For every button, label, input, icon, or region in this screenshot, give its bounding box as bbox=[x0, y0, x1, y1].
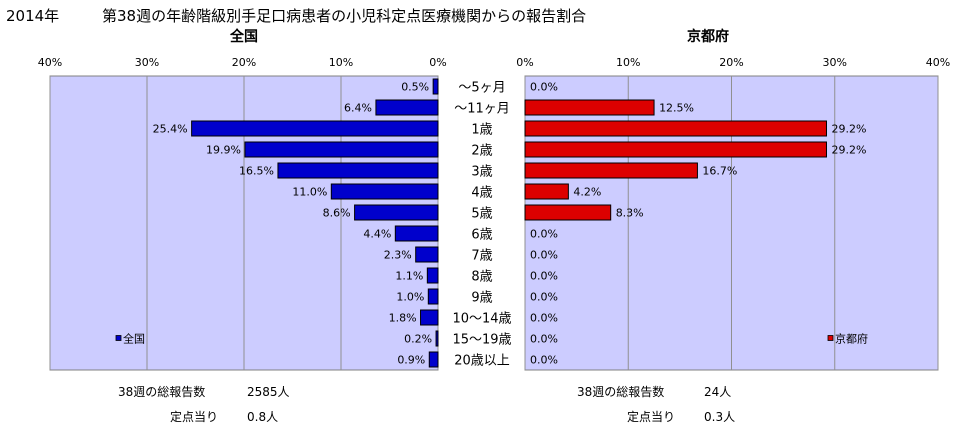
bar-0-6 bbox=[354, 204, 439, 221]
kyoto-total-value: 24人 bbox=[704, 385, 732, 399]
value-label-0-13: 0.9% bbox=[397, 354, 425, 367]
value-label-1-3: 29.2% bbox=[831, 144, 866, 157]
value-label-1-5: 4.2% bbox=[573, 186, 601, 199]
category-label-11: 10～14歳 bbox=[452, 312, 511, 327]
value-label-0-5: 11.0% bbox=[292, 186, 327, 199]
bar-1-1 bbox=[524, 99, 655, 116]
national-per-label: 定点当り bbox=[170, 410, 219, 424]
bar-0-7 bbox=[394, 225, 439, 242]
panel-title-0: 全国 bbox=[229, 28, 258, 45]
tick-label-0-0: 0% bbox=[429, 56, 446, 69]
year-label: 2014年 bbox=[6, 7, 59, 25]
tick-label-1-2: 20% bbox=[719, 56, 743, 69]
category-label-5: 4歳 bbox=[471, 186, 492, 201]
value-label-1-6: 8.3% bbox=[616, 207, 644, 220]
value-label-0-7: 4.4% bbox=[363, 228, 391, 241]
tick-label-0-2: 20% bbox=[232, 56, 256, 69]
kyoto-per-label: 定点当り bbox=[627, 410, 676, 424]
bar-0-5 bbox=[330, 183, 439, 200]
category-label-9: 8歳 bbox=[471, 270, 492, 285]
bar-0-0 bbox=[432, 78, 439, 95]
value-label-1-10: 0.0% bbox=[530, 291, 558, 304]
value-label-0-12: 0.2% bbox=[404, 333, 432, 346]
category-label-8: 7歳 bbox=[471, 249, 492, 264]
bar-1-6 bbox=[524, 204, 612, 221]
bar-0-11 bbox=[420, 309, 439, 326]
value-label-1-0: 0.0% bbox=[530, 81, 558, 94]
value-label-1-12: 0.0% bbox=[530, 333, 558, 346]
category-label-10: 9歳 bbox=[471, 291, 492, 306]
bar-0-12 bbox=[435, 330, 439, 347]
bar-1-4 bbox=[524, 162, 698, 179]
value-label-1-7: 0.0% bbox=[530, 228, 558, 241]
value-label-0-4: 16.5% bbox=[239, 165, 274, 178]
bar-0-13 bbox=[428, 351, 439, 368]
value-label-0-8: 2.3% bbox=[384, 249, 412, 262]
bar-0-3 bbox=[244, 141, 439, 158]
national-total-label: 38週の総報告数 bbox=[118, 385, 206, 399]
legend-swatch-1 bbox=[827, 335, 834, 341]
value-label-0-6: 8.6% bbox=[323, 207, 351, 220]
category-label-2: 1歳 bbox=[471, 123, 492, 138]
panel-title-1: 京都府 bbox=[687, 28, 729, 45]
category-label-3: 2歳 bbox=[471, 144, 492, 159]
bar-0-2 bbox=[191, 120, 439, 137]
tick-label-0-1: 10% bbox=[329, 56, 353, 69]
tick-label-1-1: 10% bbox=[616, 56, 640, 69]
value-label-1-1: 12.5% bbox=[659, 102, 694, 115]
value-label-1-13: 0.0% bbox=[530, 354, 558, 367]
value-label-0-10: 1.0% bbox=[396, 291, 424, 304]
value-label-1-4: 16.7% bbox=[702, 165, 737, 178]
value-label-0-0: 0.5% bbox=[401, 81, 429, 94]
value-label-0-1: 6.4% bbox=[344, 102, 372, 115]
tick-label-1-0: 0% bbox=[516, 56, 533, 69]
value-label-0-11: 1.8% bbox=[389, 312, 417, 325]
tick-label-0-3: 30% bbox=[135, 56, 159, 69]
bar-0-10 bbox=[427, 288, 439, 305]
bar-1-2 bbox=[524, 120, 827, 137]
category-label-13: 20歳以上 bbox=[454, 354, 510, 369]
category-label-1: ～11ヶ月 bbox=[454, 102, 510, 117]
value-label-1-11: 0.0% bbox=[530, 312, 558, 325]
category-label-6: 5歳 bbox=[471, 207, 492, 222]
legend-label-0: 全国 bbox=[123, 332, 145, 346]
category-label-7: 6歳 bbox=[471, 228, 492, 243]
legend-label-1: 京都府 bbox=[835, 332, 868, 346]
value-label-0-2: 25.4% bbox=[153, 123, 188, 136]
bar-1-5 bbox=[524, 183, 569, 200]
legend-swatch-0 bbox=[115, 335, 122, 341]
national-total-value: 2585人 bbox=[247, 385, 290, 399]
kyoto-total-label: 38週の総報告数 bbox=[577, 385, 665, 399]
value-label-0-3: 19.9% bbox=[206, 144, 241, 157]
bar-0-8 bbox=[415, 246, 439, 263]
tick-label-1-3: 30% bbox=[823, 56, 847, 69]
value-label-1-9: 0.0% bbox=[530, 270, 558, 283]
tick-label-1-4: 40% bbox=[926, 56, 950, 69]
value-label-1-8: 0.0% bbox=[530, 249, 558, 262]
category-label-4: 3歳 bbox=[471, 165, 492, 180]
chart-title: 第38週の年齢階級別手足口病患者の小児科定点医療機関からの報告割合 bbox=[102, 7, 586, 25]
value-label-1-2: 29.2% bbox=[831, 123, 866, 136]
tick-label-0-4: 40% bbox=[38, 56, 62, 69]
category-label-12: 15～19歳 bbox=[452, 333, 511, 348]
bar-0-1 bbox=[375, 99, 439, 116]
category-label-0: ～5ヶ月 bbox=[458, 81, 505, 96]
value-label-0-9: 1.1% bbox=[395, 270, 423, 283]
bar-0-4 bbox=[277, 162, 439, 179]
kyoto-per-value: 0.3人 bbox=[704, 410, 736, 424]
bar-1-3 bbox=[524, 141, 827, 158]
national-per-value: 0.8人 bbox=[247, 410, 279, 424]
bar-0-9 bbox=[426, 267, 439, 284]
